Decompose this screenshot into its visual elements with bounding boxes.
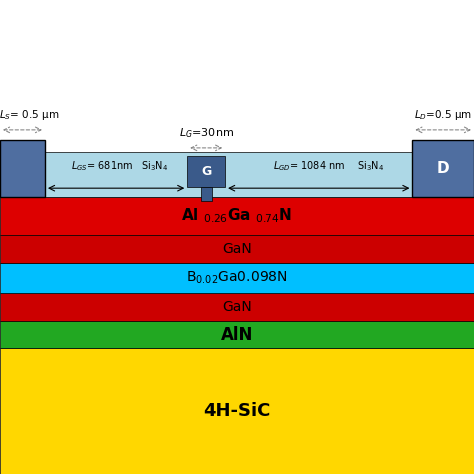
Text: B$_{0.02}$Ga0.098N: B$_{0.02}$Ga0.098N bbox=[186, 270, 288, 286]
Bar bbox=[0, 348, 474, 474]
Bar bbox=[0, 197, 474, 235]
Text: AlN: AlN bbox=[221, 326, 253, 344]
Text: $L_S$= 0.5 µm: $L_S$= 0.5 µm bbox=[0, 108, 59, 122]
Bar bbox=[0, 235, 474, 263]
Text: Al $_{0.26}$Ga $_{0.74}$N: Al $_{0.26}$Ga $_{0.74}$N bbox=[182, 207, 292, 226]
Text: GaN: GaN bbox=[222, 242, 252, 256]
Bar bbox=[45, 152, 412, 197]
Text: G: G bbox=[201, 165, 211, 178]
Text: $L_{GS}$= 681nm: $L_{GS}$= 681nm bbox=[71, 160, 133, 173]
Bar bbox=[0, 140, 45, 197]
Text: GaN: GaN bbox=[224, 181, 250, 194]
Text: $L_{GD}$= 1084 nm: $L_{GD}$= 1084 nm bbox=[273, 160, 346, 173]
Text: D: D bbox=[437, 161, 449, 176]
Bar bbox=[0, 321, 474, 348]
Bar bbox=[201, 187, 212, 201]
Bar bbox=[0, 178, 474, 197]
Bar bbox=[412, 140, 474, 197]
Bar bbox=[187, 156, 225, 187]
Bar bbox=[0, 263, 474, 293]
Text: 4H-SiC: 4H-SiC bbox=[203, 402, 271, 420]
Text: Si$_3$N$_4$: Si$_3$N$_4$ bbox=[357, 160, 384, 173]
Text: $L_G$=30nm: $L_G$=30nm bbox=[179, 127, 234, 140]
Text: Si$_3$N$_4$: Si$_3$N$_4$ bbox=[141, 160, 167, 173]
Bar bbox=[0, 293, 474, 321]
Text: GaN: GaN bbox=[222, 300, 252, 314]
Text: $L_D$=0.5 µm: $L_D$=0.5 µm bbox=[414, 108, 472, 122]
